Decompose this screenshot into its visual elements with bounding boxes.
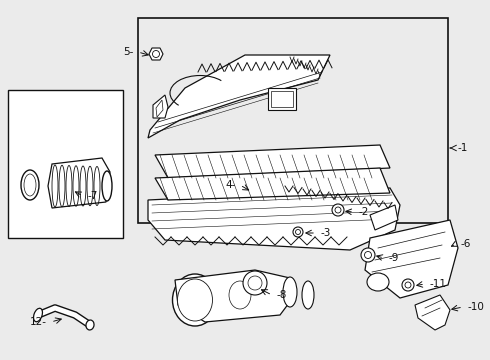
Bar [271,91,293,107]
Bar [8,90,123,238]
Ellipse shape [102,171,112,201]
Ellipse shape [283,277,297,307]
Text: 12-: 12- [30,317,47,327]
Polygon shape [149,48,163,60]
Circle shape [332,204,344,216]
Circle shape [248,276,262,290]
Polygon shape [175,270,295,322]
Ellipse shape [177,279,213,321]
Bar [268,88,296,110]
Polygon shape [148,55,330,138]
Text: -6: -6 [460,239,470,249]
Text: -1: -1 [457,143,467,153]
Text: -3: -3 [320,228,330,238]
Bar [138,18,448,223]
Circle shape [402,279,414,291]
Ellipse shape [302,281,314,309]
Text: -10: -10 [467,302,484,312]
Text: -11: -11 [429,279,446,289]
Ellipse shape [367,273,389,291]
Polygon shape [153,95,168,118]
Text: -8: -8 [276,290,286,300]
Circle shape [295,230,300,234]
Polygon shape [370,205,398,230]
Polygon shape [155,145,390,178]
Circle shape [361,248,375,262]
Ellipse shape [172,274,218,326]
Circle shape [335,207,341,213]
Circle shape [293,227,303,237]
Polygon shape [365,220,458,298]
Ellipse shape [229,281,251,309]
Polygon shape [156,100,163,117]
Circle shape [243,271,267,295]
Text: 5-: 5- [123,47,134,57]
Text: -2: -2 [358,207,368,217]
Polygon shape [415,295,450,330]
Text: -7: -7 [87,191,98,201]
Polygon shape [155,168,390,200]
Ellipse shape [225,277,255,313]
Text: 4-: 4- [225,180,236,190]
Polygon shape [148,188,400,250]
Ellipse shape [33,308,43,322]
Text: -9: -9 [388,253,398,263]
Ellipse shape [86,320,94,330]
Polygon shape [48,158,110,208]
